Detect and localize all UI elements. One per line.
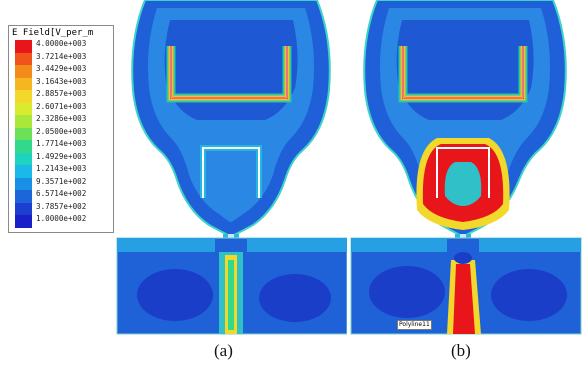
- legend-title: E Field[V_per_m: [12, 28, 94, 38]
- legend-swatch: [15, 152, 32, 165]
- legend-swatch: [15, 127, 32, 140]
- legend-label: 9.3571e+002: [36, 176, 87, 186]
- legend-swatch: [15, 40, 32, 53]
- legend-label: 4.0000e+003: [36, 39, 87, 48]
- polyline-tag: Polyline11: [397, 320, 432, 330]
- caption-a: (a): [214, 341, 233, 360]
- legend-swatch: [15, 115, 32, 128]
- legend-swatch: [15, 65, 32, 78]
- legend-label: 3.7857e+002: [36, 201, 87, 211]
- legend-label: 3.1643e+003: [36, 76, 87, 86]
- legend-label: 1.2143e+003: [36, 164, 87, 173]
- legend-label: 2.8857e+003: [36, 89, 87, 98]
- legend-swatch: [15, 140, 32, 153]
- legend-label: 6.5714e+002: [36, 189, 87, 198]
- legend-label: 1.0000e+002: [36, 214, 87, 223]
- legend-swatch: [15, 177, 32, 190]
- legend-label: 2.0500e+003: [36, 126, 87, 136]
- legend-swatch: [15, 52, 32, 65]
- legend-swatch: [15, 90, 32, 103]
- legend-label: 1.4929e+003: [36, 151, 87, 161]
- legend-label: 3.7214e+003: [36, 51, 87, 61]
- legend-swatch: [15, 165, 32, 178]
- field-plot-b: [347, 0, 583, 336]
- legend-swatch: [15, 190, 32, 203]
- legend-label: 3.4429e+003: [36, 64, 87, 73]
- legend-label: 2.6071e+003: [36, 101, 87, 111]
- legend-swatch: [15, 215, 32, 228]
- legend-label: 1.7714e+003: [36, 139, 87, 148]
- legend-swatch: [15, 202, 32, 215]
- legend-swatch: [15, 77, 32, 90]
- field-plot-a: [115, 0, 347, 336]
- legend-swatch: [15, 102, 32, 115]
- field-legend: E Field[V_per_m 4.0000e+003 3.7214e+003 3.…: [8, 25, 114, 233]
- legend-labels: 4.0000e+003 3.7214e+003 3.4429e+003 3.1643e…: [36, 38, 86, 226]
- legend-label: 2.3286e+003: [36, 114, 87, 123]
- caption-b: (b): [451, 341, 471, 360]
- legend-swatches: [15, 40, 32, 228]
